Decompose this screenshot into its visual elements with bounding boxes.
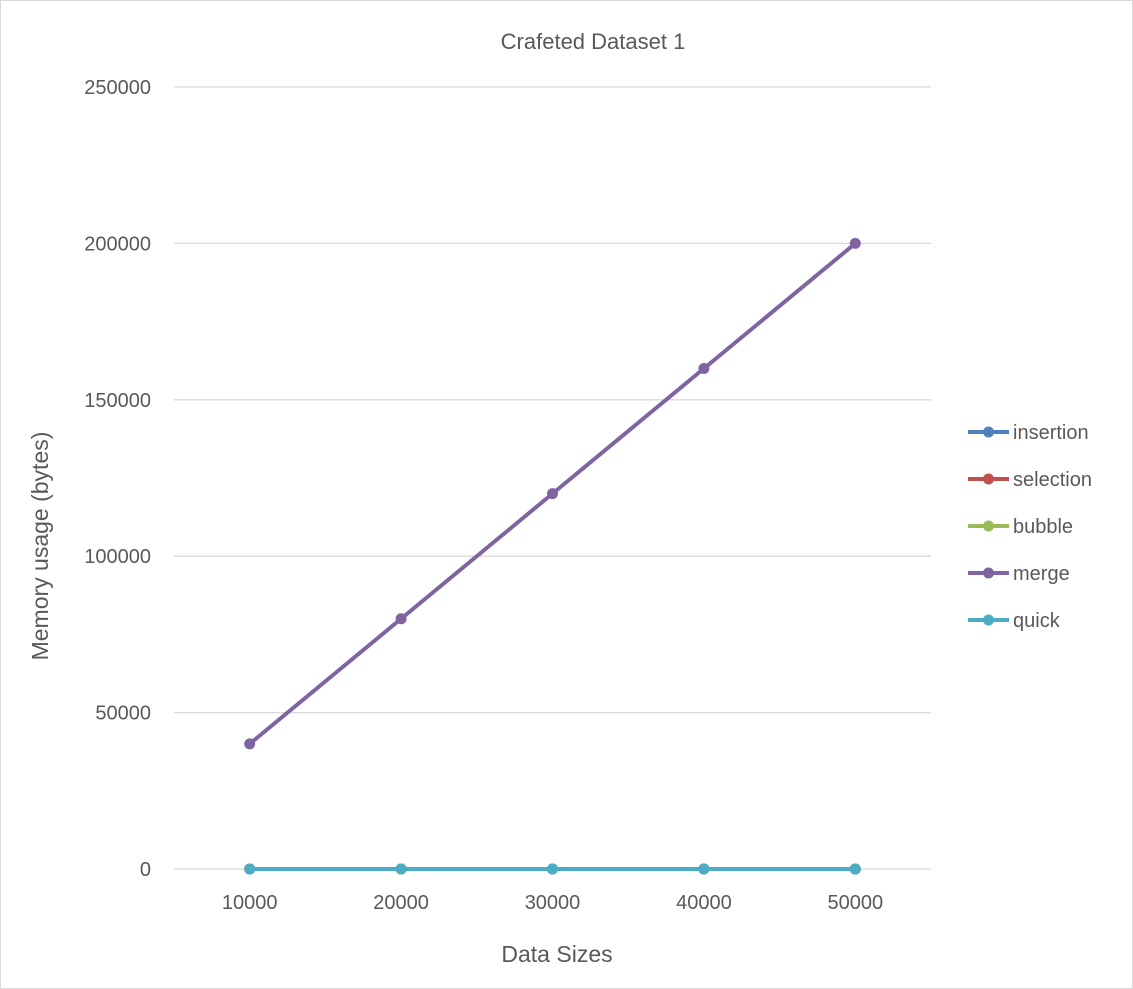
legend-label: bubble: [1013, 516, 1073, 538]
data-point-quick: [547, 863, 558, 875]
x-tick-label: 20000: [373, 892, 429, 914]
legend-label: merge: [1013, 563, 1070, 585]
y-tick-label: 200000: [84, 233, 151, 255]
x-tick-label: 50000: [827, 892, 883, 914]
series-lines: [244, 237, 861, 875]
series-merge: [244, 237, 861, 750]
y-tick-label: 250000: [84, 77, 151, 99]
data-point-quick: [849, 863, 861, 875]
x-axis-ticks: 10000 20000 30000 40000 50000: [222, 892, 883, 914]
legend-swatch-marker: [983, 520, 994, 532]
data-point-quick: [395, 863, 407, 875]
x-tick-label: 30000: [525, 892, 581, 914]
chart-title: Crafeted Dataset 1: [501, 29, 686, 54]
legend-label: quick: [1013, 610, 1061, 632]
data-point-merge: [698, 363, 710, 375]
legend-swatch-marker: [983, 567, 994, 579]
x-tick-label: 40000: [676, 892, 732, 914]
legend: insertion selection bubble merge quick: [968, 422, 1092, 632]
legend-item-selection: selection: [968, 469, 1092, 491]
series-quick: [244, 863, 861, 875]
legend-item-bubble: bubble: [968, 516, 1073, 538]
legend-label: insertion: [1013, 422, 1089, 444]
y-tick-label: 50000: [95, 703, 151, 725]
data-point-quick: [698, 863, 710, 875]
data-point-merge: [244, 738, 256, 750]
legend-item-quick: quick: [968, 610, 1061, 632]
legend-swatch-marker: [983, 473, 994, 485]
legend-swatch-marker: [983, 426, 994, 438]
legend-item-merge: merge: [968, 563, 1070, 585]
y-axis-label: Memory usage (bytes): [27, 432, 53, 661]
data-point-merge: [395, 613, 407, 625]
data-point-merge: [547, 488, 558, 500]
data-point-quick: [244, 863, 256, 875]
x-tick-label: 10000: [222, 892, 278, 914]
gridlines: [174, 86, 931, 870]
y-tick-label: 0: [140, 859, 151, 881]
legend-item-insertion: insertion: [968, 422, 1089, 444]
x-axis-label: Data Sizes: [501, 941, 612, 967]
legend-swatch-marker: [983, 614, 994, 626]
y-tick-label: 100000: [84, 546, 151, 568]
data-point-merge: [849, 237, 861, 249]
y-tick-label: 150000: [84, 390, 151, 412]
y-axis-ticks: 0 50000 100000 150000 200000 250000: [84, 77, 151, 881]
legend-label: selection: [1013, 469, 1092, 491]
